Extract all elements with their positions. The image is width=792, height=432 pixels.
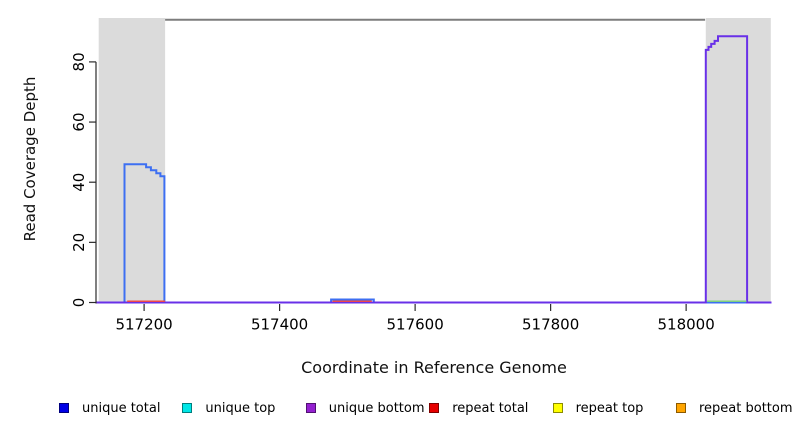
legend-item-repeat-top: repeat top bbox=[552, 399, 644, 417]
x-tick-label: 517200 bbox=[115, 316, 172, 334]
legend-swatch-icon bbox=[182, 403, 193, 413]
right-gray-region bbox=[705, 18, 771, 303]
x-tick-label: 518000 bbox=[657, 316, 714, 334]
x-tick-label: 517600 bbox=[386, 316, 443, 334]
series-unique-bottom bbox=[96, 35, 772, 304]
legend: unique total unique top unique bottom repea… bbox=[0, 399, 792, 419]
y-tick-label: 40 bbox=[70, 173, 88, 192]
legend-label: repeat total bbox=[452, 400, 529, 416]
legend-label: repeat bottom bbox=[699, 400, 792, 416]
y-tick-label: 60 bbox=[70, 113, 88, 132]
x-axis-title: Coordinate in Reference Genome bbox=[301, 358, 567, 377]
left-gray-region bbox=[98, 18, 166, 303]
legend-label: unique total bbox=[82, 400, 161, 416]
legend-label: unique bottom bbox=[328, 400, 425, 416]
legend-swatch-icon bbox=[552, 403, 563, 413]
y-tick-label: 80 bbox=[70, 52, 88, 71]
y-tick-label: 0 bbox=[70, 298, 88, 308]
legend-item-unique-total: unique total bbox=[59, 399, 160, 417]
legend-swatch-icon bbox=[59, 403, 69, 413]
x-tick-label: 517800 bbox=[522, 316, 579, 334]
legend-label: unique top bbox=[205, 400, 276, 416]
y-axis-title: Read Coverage Depth bbox=[21, 76, 39, 242]
legend-item-repeat-total: repeat total bbox=[429, 399, 528, 417]
legend-swatch-icon bbox=[429, 403, 440, 413]
legend-swatch-icon bbox=[305, 403, 316, 413]
y-tick-label: 20 bbox=[70, 233, 88, 252]
x-tick-label: 517400 bbox=[251, 316, 308, 334]
legend-item-unique-top: unique top bbox=[182, 399, 275, 417]
legend-label: repeat top bbox=[575, 400, 644, 416]
legend-item-unique-bottom: unique bottom bbox=[305, 399, 425, 417]
legend-swatch-icon bbox=[676, 403, 686, 413]
legend-item-repeat-bottom: repeat bottom bbox=[676, 399, 792, 417]
series-unique-total bbox=[96, 163, 772, 304]
